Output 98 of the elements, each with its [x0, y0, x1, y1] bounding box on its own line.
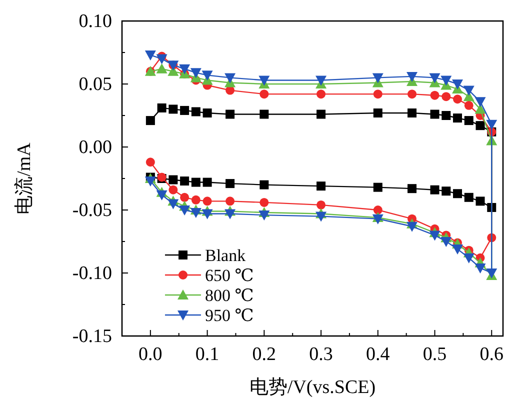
legend-label: 800 ℃ [205, 286, 254, 305]
point [224, 73, 236, 84]
point [316, 182, 326, 191]
point [316, 212, 327, 222]
legend-label: 950 ℃ [205, 306, 254, 325]
y-tick-label: -0.15 [72, 326, 112, 347]
point [146, 158, 155, 167]
y-tick-label: -0.10 [72, 263, 112, 284]
point [156, 190, 168, 200]
point [486, 120, 498, 130]
point [440, 76, 452, 86]
point [180, 192, 190, 202]
point [190, 208, 202, 218]
point [429, 230, 440, 241]
point [430, 110, 440, 119]
point [179, 64, 190, 74]
point [316, 76, 327, 86]
point [408, 184, 417, 194]
point [429, 73, 440, 84]
point [226, 110, 235, 119]
point [316, 200, 326, 210]
point [157, 103, 166, 112]
point [260, 90, 269, 99]
point [316, 110, 326, 119]
point [442, 92, 451, 102]
point [156, 63, 168, 74]
point [464, 192, 474, 202]
legend-label: 650 ℃ [205, 266, 254, 285]
x-tick-label: 0.5 [422, 344, 447, 365]
point [430, 90, 440, 100]
point [156, 54, 168, 64]
point [180, 176, 190, 186]
point [474, 263, 486, 274]
point [463, 86, 474, 96]
point [463, 253, 474, 264]
point [179, 206, 190, 216]
point [373, 206, 382, 214]
point [168, 175, 178, 184]
x-tick-label: 0.4 [366, 344, 390, 365]
point [144, 50, 156, 61]
point [168, 104, 178, 114]
point [202, 196, 212, 206]
y-tick-label: 0.00 [78, 137, 112, 158]
x-tick-label: 0.3 [309, 344, 333, 365]
x-axis-title: 电势/V(vs.SCE) [249, 377, 376, 398]
point [442, 111, 451, 120]
point [190, 68, 202, 78]
y-axis-title: 电流/mA [13, 142, 35, 214]
point [258, 210, 270, 221]
point [406, 222, 418, 232]
point [464, 116, 474, 126]
point [442, 186, 451, 196]
x-tick-label: 0.2 [252, 344, 276, 365]
point [430, 185, 440, 194]
point [146, 116, 155, 126]
point [168, 185, 178, 194]
x-tick-label: 0.1 [195, 344, 220, 365]
point [453, 189, 462, 198]
point [373, 108, 382, 118]
point [406, 72, 418, 82]
point [316, 90, 326, 99]
point [464, 100, 474, 110]
point [224, 209, 236, 220]
point [474, 97, 486, 108]
point [144, 176, 156, 187]
point [408, 90, 417, 99]
point [373, 90, 382, 99]
x-tick-label: 0.6 [480, 344, 504, 365]
point [453, 94, 462, 104]
legend-label: Blank [205, 246, 246, 265]
point [168, 199, 179, 210]
point [202, 108, 212, 118]
point [202, 70, 213, 81]
point [180, 106, 190, 115]
x-tick-label: 0.0 [138, 344, 162, 365]
point [260, 180, 269, 190]
point [440, 237, 452, 247]
point [260, 198, 269, 207]
point [452, 80, 464, 90]
y-tick-label: 0.05 [78, 74, 112, 95]
point [202, 209, 213, 220]
point [191, 195, 200, 204]
point [191, 107, 200, 116]
point [476, 196, 485, 206]
point [258, 76, 270, 86]
point [260, 110, 269, 119]
point [452, 244, 464, 255]
point [191, 178, 200, 187]
point [453, 114, 462, 123]
point [476, 121, 485, 130]
point [226, 196, 235, 206]
y-tick-label: -0.05 [72, 200, 112, 221]
point [408, 108, 417, 118]
y-tick-label: 0.10 [78, 11, 112, 32]
point [226, 179, 235, 188]
point [372, 73, 384, 84]
point [202, 178, 212, 187]
point [373, 182, 382, 192]
